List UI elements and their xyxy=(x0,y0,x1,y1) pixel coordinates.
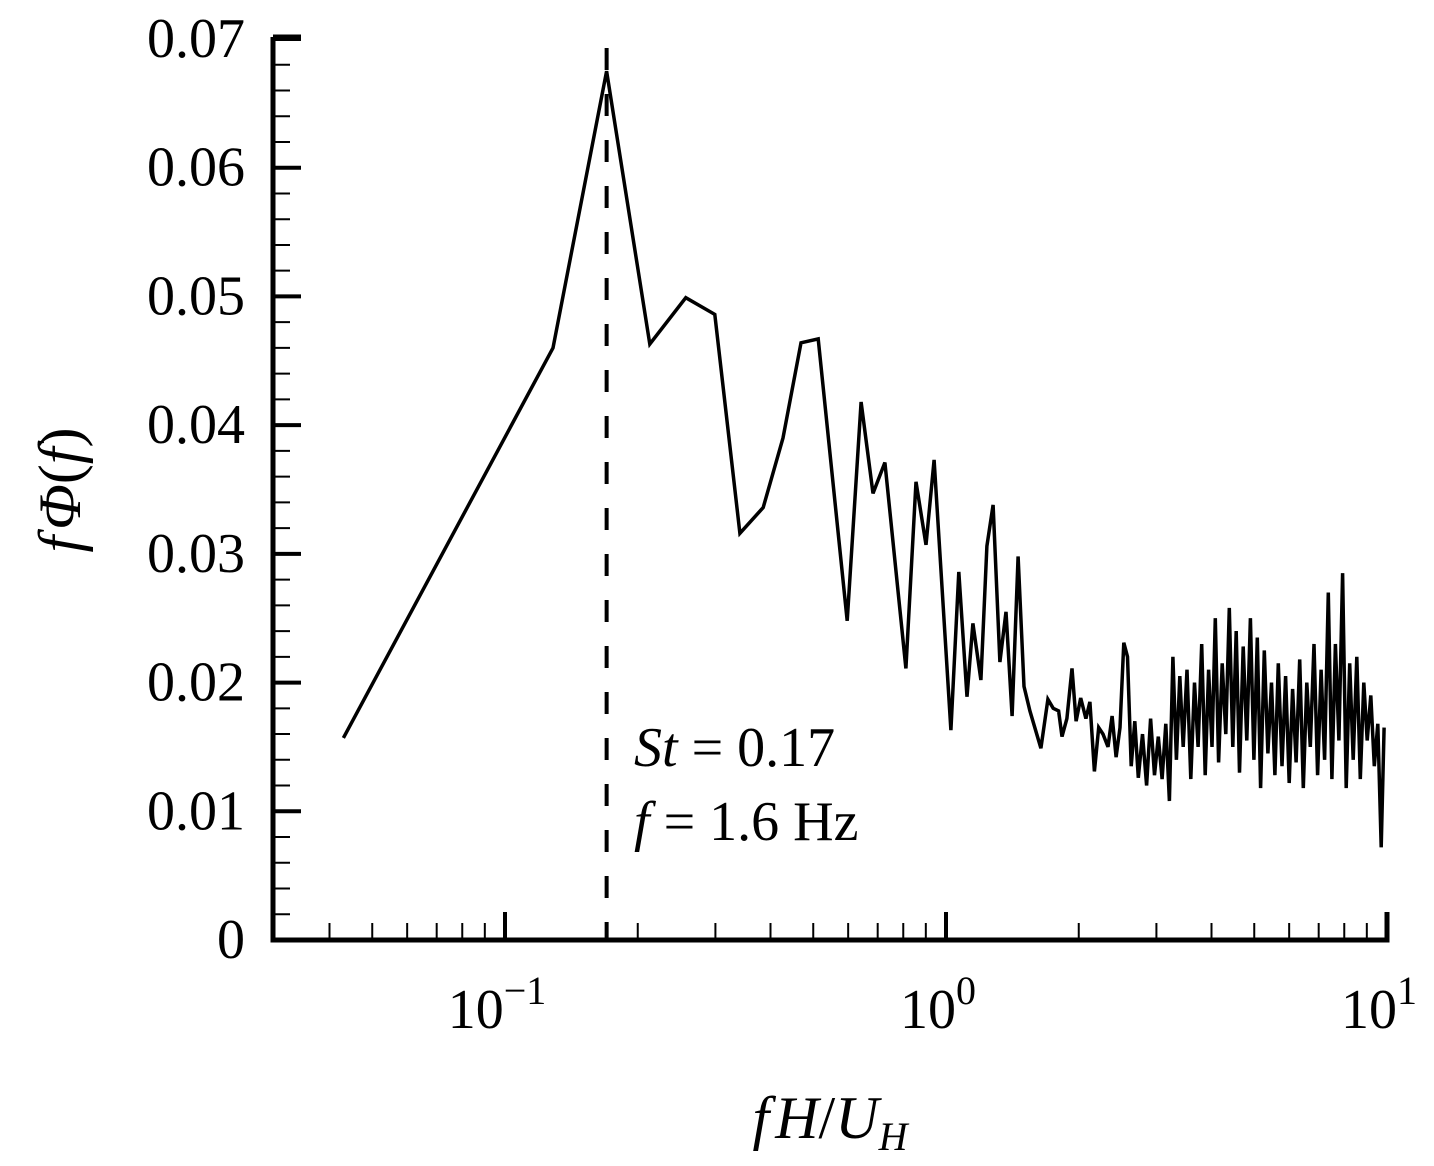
y-tick-label: 0.04 xyxy=(147,394,245,456)
y-tick-label: 0.07 xyxy=(147,8,245,70)
annotation-frequency: f = 1.6 Hz xyxy=(634,791,858,853)
annotation: St = 0.17 f = 1.6 Hz xyxy=(634,717,858,853)
minor-ticks xyxy=(273,63,1368,940)
x-tick-label: 100 xyxy=(900,968,976,1041)
y-tick-label: 0 xyxy=(217,909,245,971)
y-tick-label: 0.05 xyxy=(147,265,245,327)
x-tick-label: 10−1 xyxy=(448,968,547,1041)
annotation-strouhal: St = 0.17 xyxy=(634,717,835,779)
y-tick-label: 0.01 xyxy=(147,780,245,842)
axes-frame xyxy=(270,34,1390,943)
y-axis-title: fΦ(f) xyxy=(27,428,93,553)
x-tick-labels: 10−1 100 101 xyxy=(448,968,1417,1041)
x-axis-title: f H/UH xyxy=(753,1085,910,1159)
spectrum-line xyxy=(341,70,1386,848)
y-tick-label: 0.02 xyxy=(147,652,245,714)
y-tick-label: 0.03 xyxy=(147,523,245,585)
y-tick-label: 0.06 xyxy=(147,137,245,199)
x-tick-label: 101 xyxy=(1341,968,1417,1041)
y-tick-labels: 0 0.01 0.02 0.03 0.04 0.05 0.06 0.07 xyxy=(147,8,245,971)
